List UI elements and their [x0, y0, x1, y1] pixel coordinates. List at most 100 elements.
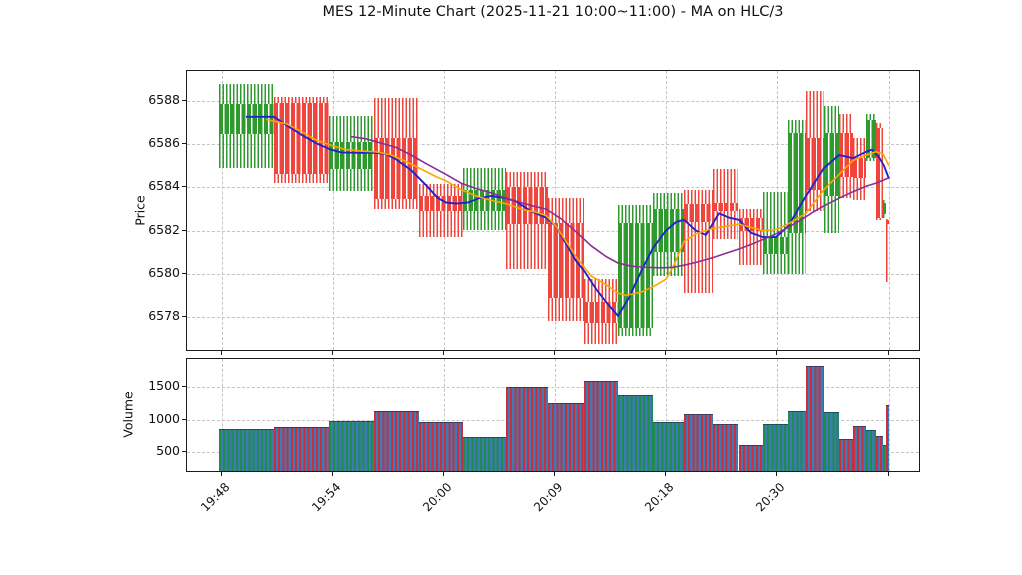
candle-body	[886, 219, 889, 225]
time-tickmark	[332, 472, 333, 476]
candle-upper-wick	[219, 83, 274, 105]
price-tick-label: 6580	[148, 264, 180, 280]
time-gridline	[222, 71, 223, 350]
chart-title: MES 12-Minute Chart (2025-11-21 10:00~11…	[322, 4, 784, 20]
price-gridline	[187, 144, 919, 146]
candle-lower-wick	[374, 199, 419, 209]
time-tickmark	[221, 351, 222, 355]
volume-bar-up	[618, 395, 653, 471]
volume-panel	[186, 358, 920, 472]
time-tickmark	[776, 351, 777, 355]
volume-bar-up	[883, 445, 886, 471]
candle-upper-wick	[274, 96, 329, 104]
candle-body	[788, 133, 806, 233]
candle-body	[883, 202, 886, 215]
price-tickmark	[182, 143, 186, 145]
time-tickmark	[888, 351, 889, 355]
price-tickmark	[182, 186, 186, 188]
volume-tick-label: 500	[156, 443, 180, 458]
price-tick-label: 6578	[148, 308, 180, 323]
candle-block-down	[684, 71, 713, 352]
volume-bar-up	[788, 411, 806, 471]
candle-lower-wick	[886, 224, 889, 283]
volume-tickmark	[182, 418, 186, 420]
candle-lower-wick	[618, 327, 653, 337]
volume-bar-up	[653, 422, 684, 471]
candle-upper-wick	[374, 97, 419, 138]
candle-body	[763, 237, 788, 255]
candle-body	[866, 120, 876, 159]
candle-upper-wick	[329, 116, 374, 143]
volume-bar-down	[548, 402, 584, 471]
candle-upper-wick	[419, 184, 463, 197]
candle-block-down	[374, 71, 419, 352]
candle-body	[219, 104, 274, 135]
volume-tick-label: 1000	[148, 410, 180, 426]
time-gridline	[444, 359, 445, 471]
price-gridline	[187, 187, 919, 189]
candle-body	[618, 223, 653, 328]
candle-lower-wick	[219, 134, 274, 168]
price-tick-label: 6586	[148, 135, 180, 151]
candle-upper-wick	[653, 192, 684, 209]
candle-body	[684, 203, 713, 222]
ma-line-fast	[246, 115, 890, 317]
time-tick-label: 20:00	[420, 480, 455, 515]
candle-lower-wick	[584, 323, 618, 344]
candle-upper-wick	[463, 167, 506, 190]
candle-upper-wick	[886, 218, 889, 220]
candle-lower-wick	[329, 169, 374, 191]
candle-lower-wick	[866, 158, 876, 162]
price-tickmark	[182, 229, 186, 231]
volume-bar-down	[274, 427, 329, 471]
time-tick-label: 19:48	[198, 480, 233, 515]
candle-lower-wick	[883, 214, 886, 218]
volume-bar-up	[824, 412, 839, 471]
time-tick-label: 19:54	[309, 480, 344, 515]
time-tickmark	[888, 472, 889, 476]
candle-block-up	[883, 71, 886, 352]
candle-block-down	[548, 71, 584, 352]
time-tickmark	[221, 472, 222, 476]
candle-lower-wick	[788, 232, 806, 274]
candle-upper-wick	[824, 106, 839, 134]
price-tick-label: 6582	[148, 221, 180, 237]
volume-bar-down	[713, 424, 738, 471]
time-tickmark	[443, 351, 444, 355]
candle-upper-wick	[684, 189, 713, 204]
candle-upper-wick	[806, 91, 824, 138]
price-tickmark	[182, 316, 186, 317]
volume-bar-down	[419, 422, 463, 471]
candle-lower-wick	[463, 211, 506, 230]
volume-bar-up	[329, 421, 374, 471]
time-gridline	[222, 359, 223, 471]
volume-gridline	[187, 387, 919, 388]
candle-block-up	[866, 71, 876, 352]
candle-body	[876, 128, 883, 218]
candle-lower-wick	[548, 297, 584, 322]
volume-bar-up	[463, 437, 506, 471]
time-tick-label: 20:09	[531, 480, 566, 515]
time-tickmark	[443, 472, 444, 476]
time-tickmark	[554, 472, 555, 476]
candle-body	[713, 202, 738, 212]
candle-upper-wick	[548, 198, 584, 224]
time-tickmark	[665, 472, 666, 476]
volume-bar-up	[763, 424, 788, 471]
candle-body	[274, 103, 329, 175]
candle-block-up	[824, 71, 839, 352]
time-tick-label: 20:30	[753, 480, 788, 515]
price-tick-label: 6588	[148, 92, 180, 107]
volume-bar-up	[219, 429, 274, 471]
time-gridline	[333, 359, 334, 471]
candle-upper-wick	[866, 113, 876, 121]
ma-line-mid	[265, 118, 890, 297]
ma-line-slow	[350, 135, 890, 269]
volume-tickmark	[182, 451, 186, 452]
candle-block-down	[506, 71, 548, 352]
candle-block-up	[653, 71, 684, 352]
candle-block-up	[329, 71, 374, 352]
candle-block-down	[886, 71, 889, 352]
candle-lower-wick	[506, 224, 548, 270]
